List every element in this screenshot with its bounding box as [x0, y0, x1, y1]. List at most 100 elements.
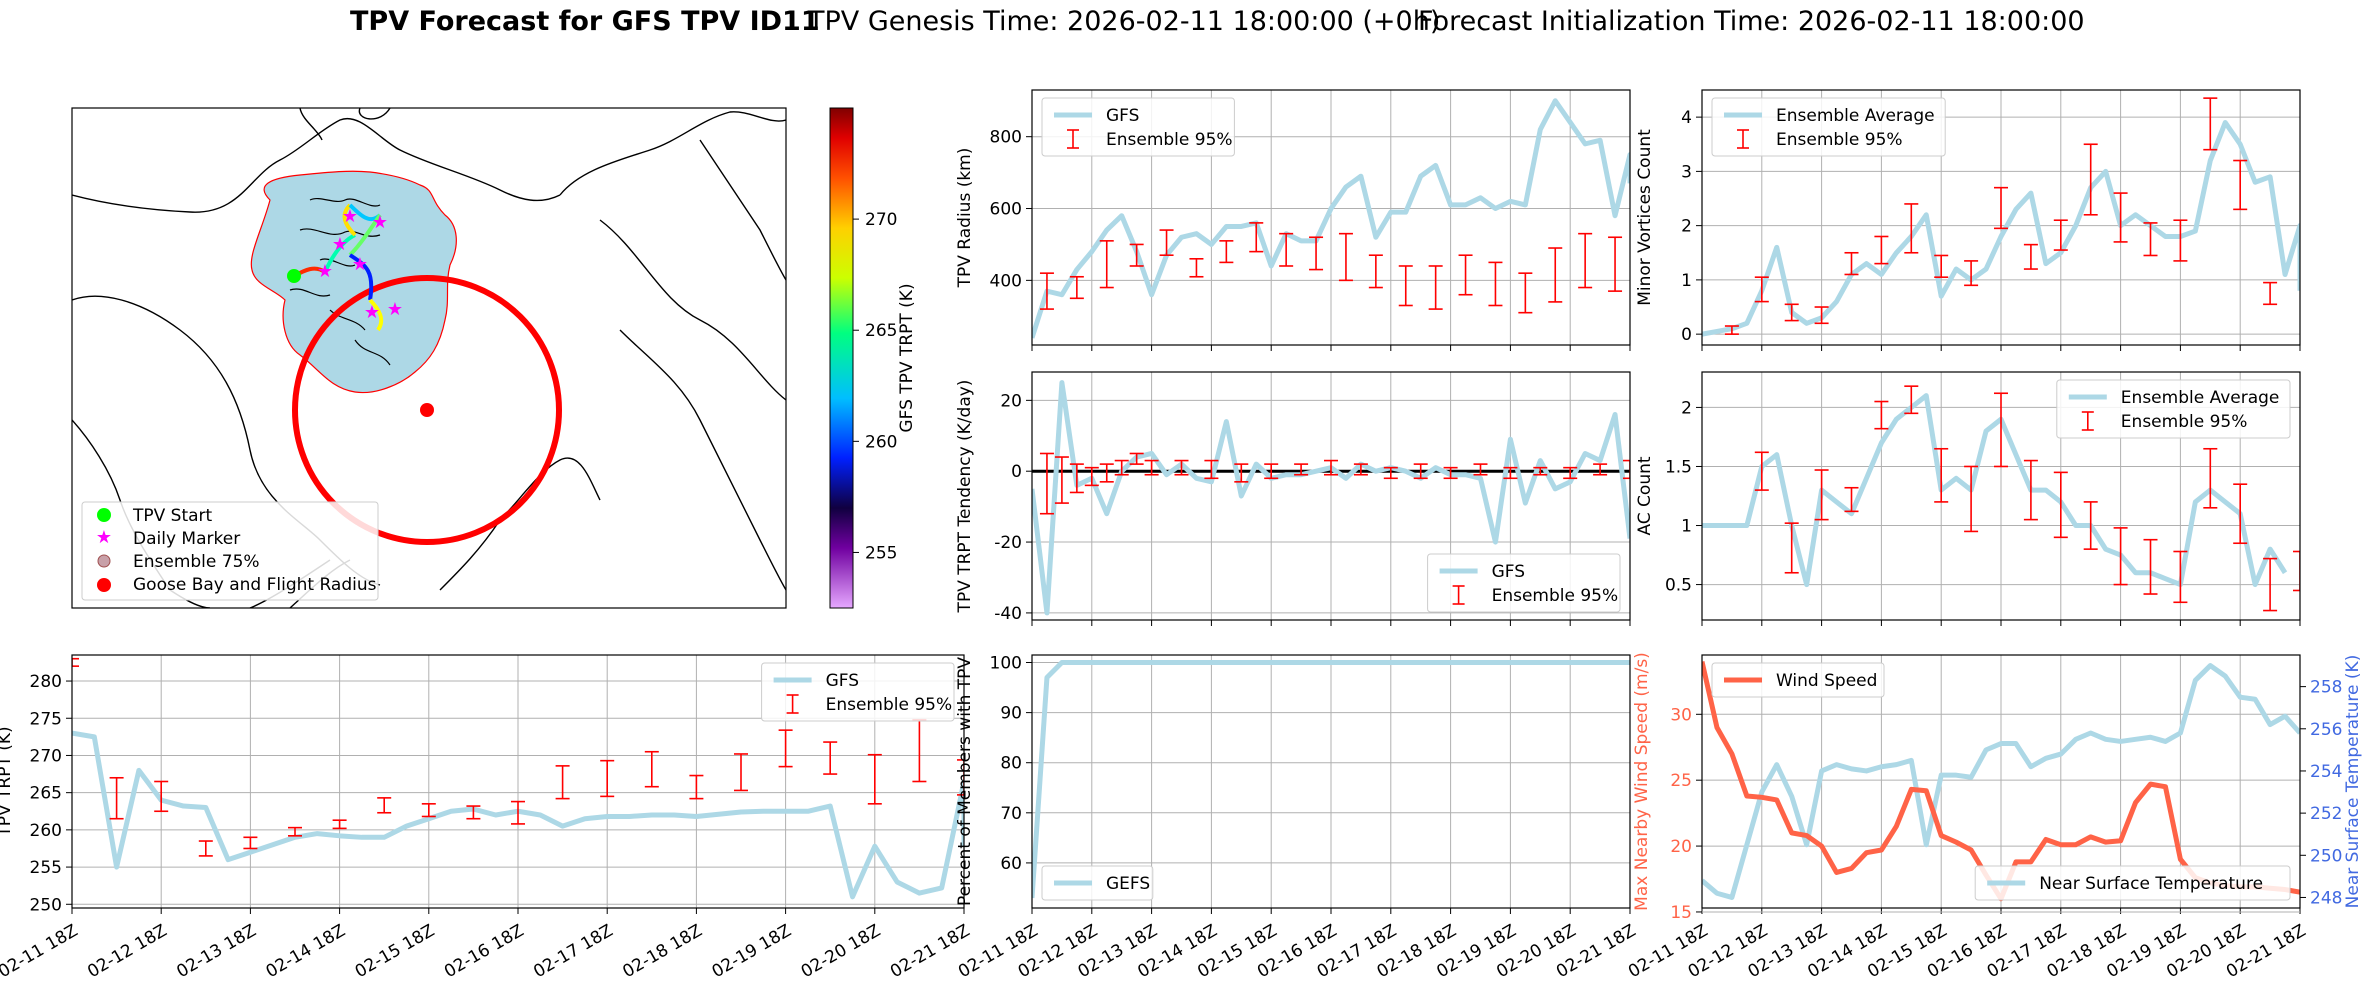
ensemble-errorbar: [2053, 219, 2068, 251]
legend-label: Ensemble Average: [1776, 106, 1935, 126]
ensemble-errorbar: [1994, 392, 2008, 468]
ensemble-errorbar: [1533, 466, 1548, 476]
ensemble-errorbar: [1398, 265, 1413, 307]
svg-text:★: ★: [342, 206, 358, 227]
svg-text:★: ★: [364, 302, 380, 323]
ensemble-errorbar: [1593, 463, 1608, 476]
y-tick-label: 0: [1011, 462, 1022, 482]
y-tick-label: 2: [1681, 217, 1692, 237]
plot-frame-tendency: [1031, 371, 1631, 621]
y-axis-label: TPV Radius (km): [955, 148, 975, 289]
ensemble-errorbar: [1413, 463, 1428, 480]
plot-frame-ac: [1701, 371, 2301, 621]
x-tick-label: 02-13 18Z: [173, 921, 259, 982]
map-frame: [71, 107, 787, 609]
ensemble-errorbar: [1578, 232, 1593, 289]
ensemble-errorbar: [1874, 235, 1889, 265]
ensemble-errorbar: [1069, 275, 1084, 300]
ensemble-errorbar: [1428, 265, 1443, 310]
ensemble-errorbar: [1563, 466, 1578, 480]
figure-title-bold: TPV Forecast for GFS TPV ID11: [350, 6, 820, 37]
plot-content-radius: [1032, 98, 1630, 339]
y-tick-label: 20: [1000, 391, 1022, 411]
series-line-ac: [1702, 393, 2288, 588]
ensemble-errorbar: [1814, 469, 1829, 521]
colorbar: [829, 107, 854, 609]
ensemble-errorbar: [1099, 463, 1114, 483]
ensemble-errorbar: [2143, 538, 2158, 595]
figure-title-init: Forecast Initialization Time: 2026-02-11…: [1418, 6, 2085, 37]
ensemble-errorbar: [1204, 459, 1219, 480]
ensemble-errorbar: [1623, 459, 1630, 480]
y-axis-label: Percent of Members with TPV: [955, 657, 975, 906]
ensemble-errorbar: [2083, 501, 2098, 550]
ensemble-errorbar: [1994, 186, 2008, 230]
ensemble-errorbar: [1934, 254, 1949, 278]
svg-text:★: ★: [332, 234, 348, 255]
y-tick-label: 100: [990, 654, 1022, 674]
ensemble-errorbar: [2263, 557, 2278, 612]
legend-ensemble-icon: [97, 554, 111, 568]
ensemble-errorbar: [198, 840, 213, 857]
legend-label: GFS: [1106, 106, 1139, 126]
temperature-line: [1702, 663, 2300, 900]
ensemble-errorbar: [2293, 550, 2300, 592]
legend-ac: Ensemble Average Ensemble 95%: [2056, 379, 2291, 439]
ensemble-errorbar: [1368, 254, 1383, 289]
y2-tick-label: 258: [2310, 678, 2342, 698]
chart-radius: 400 600 800 TPV Radius (km) GFS Ensemble 95%: [955, 89, 1631, 351]
ensemble-errorbar: [1518, 272, 1533, 314]
x-tick-label: 02-12 18Z: [84, 921, 170, 982]
ensemble-errorbar: [1353, 463, 1368, 476]
y-axis-label: TPV TRPT Tendency (K/day): [955, 380, 975, 614]
ensemble-errorbar: [1294, 463, 1309, 476]
ensemble-errorbar: [2083, 143, 2098, 216]
x-tick-label: 02-19 18Z: [709, 921, 795, 982]
y-tick-label: 4: [1681, 108, 1692, 128]
ensemble-errorbar: [1844, 486, 1859, 513]
y-tick-label: 2: [1681, 398, 1692, 418]
ensemble-errorbar: [1219, 240, 1234, 264]
ensemble-errorbar: [1039, 272, 1054, 310]
legend-goose-bay: Goose Bay and Flight Radius: [133, 575, 377, 595]
svg-text:★: ★: [372, 212, 388, 233]
ensemble-errorbar: [1054, 456, 1069, 504]
ensemble-errorbar: [1473, 463, 1488, 476]
y-tick-label: -20: [994, 533, 1022, 553]
ensemble-errorbar: [867, 753, 882, 805]
y-tick-label: 1: [1681, 271, 1692, 291]
legend-daily-marker: Daily Marker: [133, 529, 240, 549]
ensemble-errorbar: [72, 657, 79, 667]
legend-percent: GEFS: [1041, 865, 1154, 901]
plot-frame-radius: [1031, 89, 1631, 346]
legend-ensemble-75: Ensemble 75%: [133, 552, 260, 572]
colorbar-label: GFS TPV TRPT (K): [897, 283, 917, 432]
flight-radius-circle: [292, 275, 562, 545]
x-tick-label: 02-14 18Z: [263, 921, 349, 982]
legend-goose-bay-icon: [97, 578, 111, 592]
ensemble-errorbar: [1814, 306, 1829, 325]
y-tick-label: 400: [990, 271, 1022, 291]
ensemble-errorbar: [1964, 260, 1979, 287]
series-line-minor: [1702, 120, 2300, 337]
legend-wind: Wind Speed: [1711, 662, 1885, 698]
ensemble-errorbar: [644, 750, 659, 788]
chart-tendency: -40 -20 0 20 TPV TRPT Tendency (K/day) GFS Ens…: [955, 371, 1631, 626]
ensemble-errorbar: [1114, 459, 1129, 476]
y-tick-label: 30: [1670, 705, 1692, 725]
ensemble-errorbar: [2233, 159, 2248, 211]
ensemble-errorbar: [734, 753, 748, 792]
y2-axis-label: Near Surface Temperature (K): [2343, 655, 2363, 909]
legend-label: GEFS: [1106, 874, 1150, 894]
ensemble-errorbar: [1934, 447, 1949, 503]
ensemble-errorbar: [1324, 459, 1338, 476]
ensemble-errorbar: [1144, 459, 1159, 476]
ensemble-errorbar: [600, 759, 615, 798]
plot-frame-minor: [1701, 89, 2301, 346]
ensemble-errorbar: [1174, 459, 1189, 476]
tpv-start-marker: [287, 269, 301, 283]
legend-label: Ensemble 95%: [826, 695, 953, 715]
y-tick-label: 90: [1000, 704, 1022, 724]
